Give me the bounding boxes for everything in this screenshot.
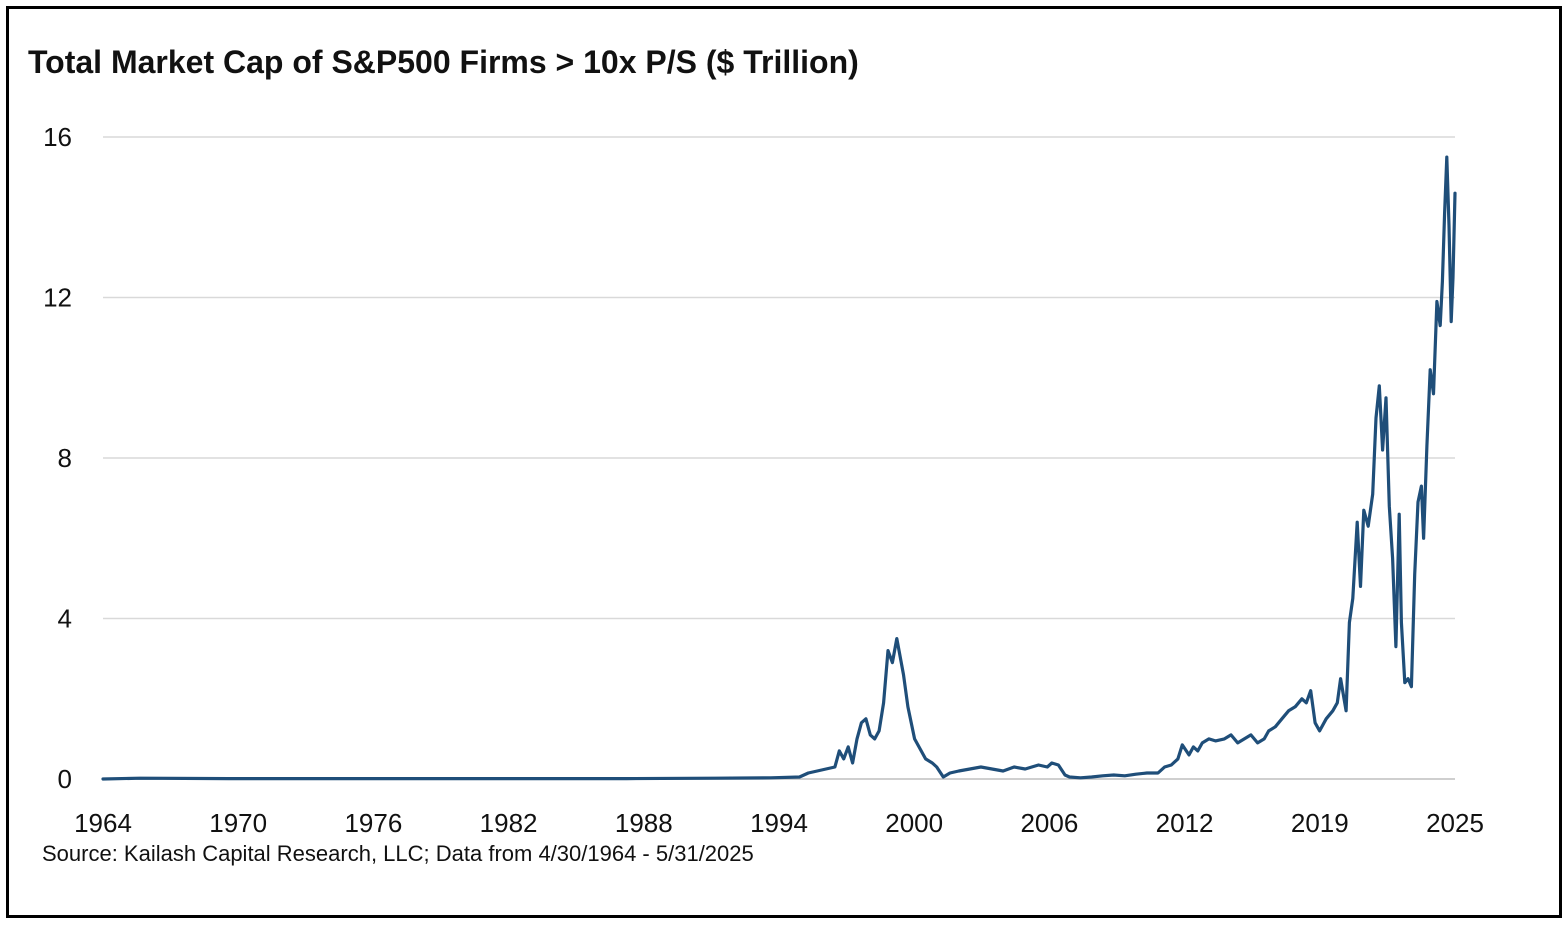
x-tick-label: 1982 (480, 808, 538, 838)
x-tick-label: 1994 (750, 808, 808, 838)
x-axis-ticks: 1964 1970 1976 1982 1988 1994 2000 2006 2012 2019… (74, 808, 1484, 838)
y-tick-label: 4 (58, 604, 72, 634)
y-axis-ticks: 0 4 8 12 16 (43, 122, 72, 794)
x-tick-label: 2019 (1291, 808, 1349, 838)
x-tick-label: 1976 (344, 808, 402, 838)
x-tick-label: 2012 (1156, 808, 1214, 838)
source-note: Source: Kailash Capital Research, LLC; D… (42, 841, 754, 866)
x-tick-label: 2000 (885, 808, 943, 838)
x-tick-label: 1988 (615, 808, 673, 838)
x-tick-label: 2025 (1426, 808, 1484, 838)
y-tick-label: 16 (43, 122, 72, 152)
series-line-market-cap (101, 155, 1457, 781)
x-tick-label: 1970 (209, 808, 267, 838)
x-tick-label: 2006 (1020, 808, 1078, 838)
y-tick-label: 12 (43, 283, 72, 313)
y-tick-label: 0 (58, 764, 72, 794)
x-tick-label: 1964 (74, 808, 132, 838)
chart-title: Total Market Cap of S&P500 Firms > 10x P… (28, 44, 859, 80)
y-tick-label: 8 (58, 443, 72, 473)
chart-frame (6, 6, 1562, 918)
gridlines (103, 136, 1455, 620)
